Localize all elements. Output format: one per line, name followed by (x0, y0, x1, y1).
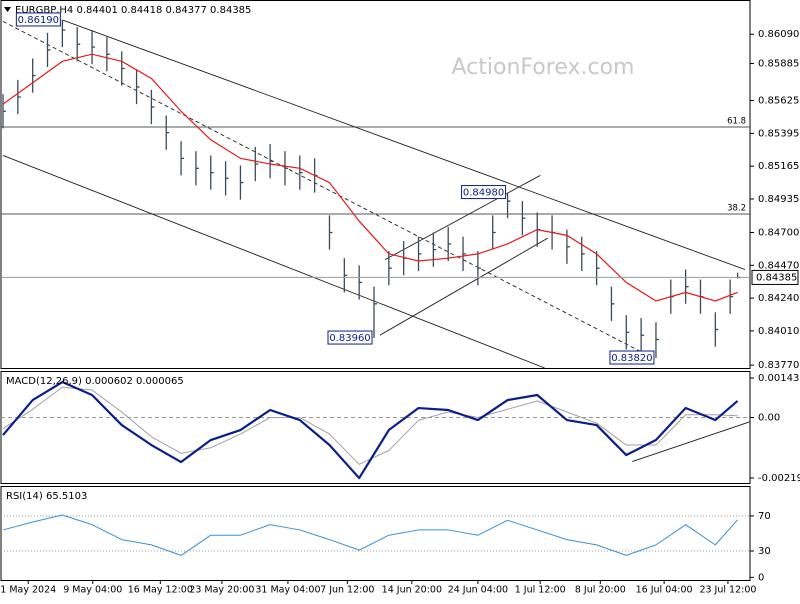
y-tick-label: 30 (758, 546, 771, 557)
x-tick-label: 1 May 2024 (0, 585, 56, 596)
x-tick-label: 24 Jun 04:00 (448, 585, 508, 596)
y-tick-label: 0.84935 (758, 194, 799, 205)
trend-line (632, 421, 750, 462)
last-price-label: 0.84385 (756, 272, 797, 283)
last-price-box (751, 269, 799, 285)
y-tick-label: 70 (758, 511, 771, 522)
y-tick-label: 0.85625 (758, 96, 799, 107)
y-tick-label: 0.00 (758, 413, 780, 424)
panel-frame (0, 486, 751, 581)
plot-area (1, 514, 750, 556)
panel-frame (0, 371, 751, 484)
annotation-box (461, 185, 507, 200)
trend-line (2, 155, 545, 368)
y-tick-label: 0.84470 (758, 260, 799, 271)
y-tick-label: 0.85395 (758, 128, 799, 139)
x-tick-label: 1 Jul 12:00 (515, 585, 566, 596)
y-tick-label: 0.85165 (758, 161, 799, 172)
x-tick-label: 16 Jul 04:00 (636, 585, 693, 596)
panel-frame (0, 0, 751, 369)
y-tick-label: 0.84700 (758, 227, 799, 238)
x-tick-label: 9 May 04:00 (63, 585, 122, 596)
trend-line (2, 20, 646, 355)
trend-line (62, 19, 746, 271)
annotation-label: 0.84980 (463, 188, 504, 199)
y-tick-label: 0.84240 (758, 293, 799, 304)
annotation-box (15, 12, 61, 27)
annotation-box (327, 330, 373, 345)
y-tick-label: 0.84010 (758, 326, 799, 337)
x-tick-label: 14 Jun 20:00 (382, 585, 442, 596)
series-line (2, 380, 739, 480)
x-tick-label: 16 May 12:00 (128, 585, 193, 596)
annotation-label: 0.83820 (611, 353, 652, 364)
x-tick-label: 23 Jul 12:00 (699, 585, 756, 596)
title-arrow (4, 7, 11, 12)
series-line (2, 514, 738, 556)
y-tick-label: 0.001437 (758, 373, 800, 384)
x-tick-label: 23 May 20:00 (189, 585, 254, 596)
y-tick-label: 0.85885 (758, 58, 799, 69)
panel-title: RSI(14) 65.5103 (6, 491, 87, 502)
level-label: 38.2 (727, 203, 746, 213)
panel-title: MACD(12,26,9) 0.000602 0.000065 (6, 376, 184, 387)
x-tick-label: 31 May 04:00 (255, 585, 320, 596)
annotation-box (609, 350, 655, 365)
level-label: 61.8 (727, 116, 746, 126)
annotation-label: 0.83960 (329, 333, 370, 344)
trend-line (379, 237, 548, 336)
series-line (2, 386, 738, 465)
plot-area (1, 19, 750, 368)
y-tick-label: 0.83770 (758, 360, 799, 371)
y-tick-label: 0 (758, 572, 764, 583)
plot-area (1, 380, 750, 480)
annotation-label: 0.86190 (18, 15, 59, 26)
trend-line (384, 175, 541, 260)
panel-title: EURGBP,H4 0.84401 0.84418 0.84377 0.8438… (15, 5, 251, 16)
x-tick-label: 7 Jun 12:00 (320, 585, 374, 596)
x-tick-label: 8 Jul 20:00 (575, 585, 626, 596)
y-tick-label: -0.002197 (758, 473, 800, 484)
watermark: ActionForex.com (452, 55, 635, 80)
y-tick-label: 0.86090 (758, 29, 799, 40)
